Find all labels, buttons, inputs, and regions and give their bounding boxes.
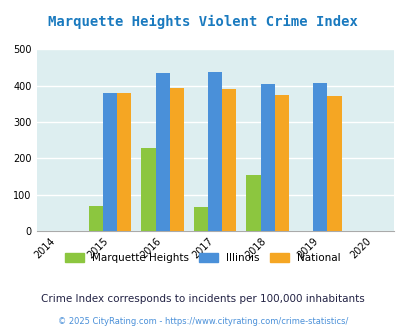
Bar [246, 175, 260, 231]
Text: Crime Index corresponds to incidents per 100,000 inhabitants: Crime Index corresponds to incidents per… [41, 294, 364, 304]
Bar [194, 208, 208, 231]
Text: © 2025 CityRating.com - https://www.cityrating.com/crime-statistics/: © 2025 CityRating.com - https://www.city… [58, 317, 347, 326]
Bar [260, 84, 274, 231]
Bar [155, 73, 169, 231]
Bar [103, 93, 117, 231]
Bar [169, 87, 183, 231]
Bar [274, 95, 288, 231]
Legend: Marquette Heights, Illinois, National: Marquette Heights, Illinois, National [61, 248, 344, 267]
Bar [312, 83, 326, 231]
Bar [141, 148, 155, 231]
Bar [222, 89, 236, 231]
Bar [208, 72, 222, 231]
Text: Marquette Heights Violent Crime Index: Marquette Heights Violent Crime Index [48, 15, 357, 28]
Bar [326, 96, 341, 231]
Bar [89, 206, 103, 231]
Bar [117, 93, 131, 231]
